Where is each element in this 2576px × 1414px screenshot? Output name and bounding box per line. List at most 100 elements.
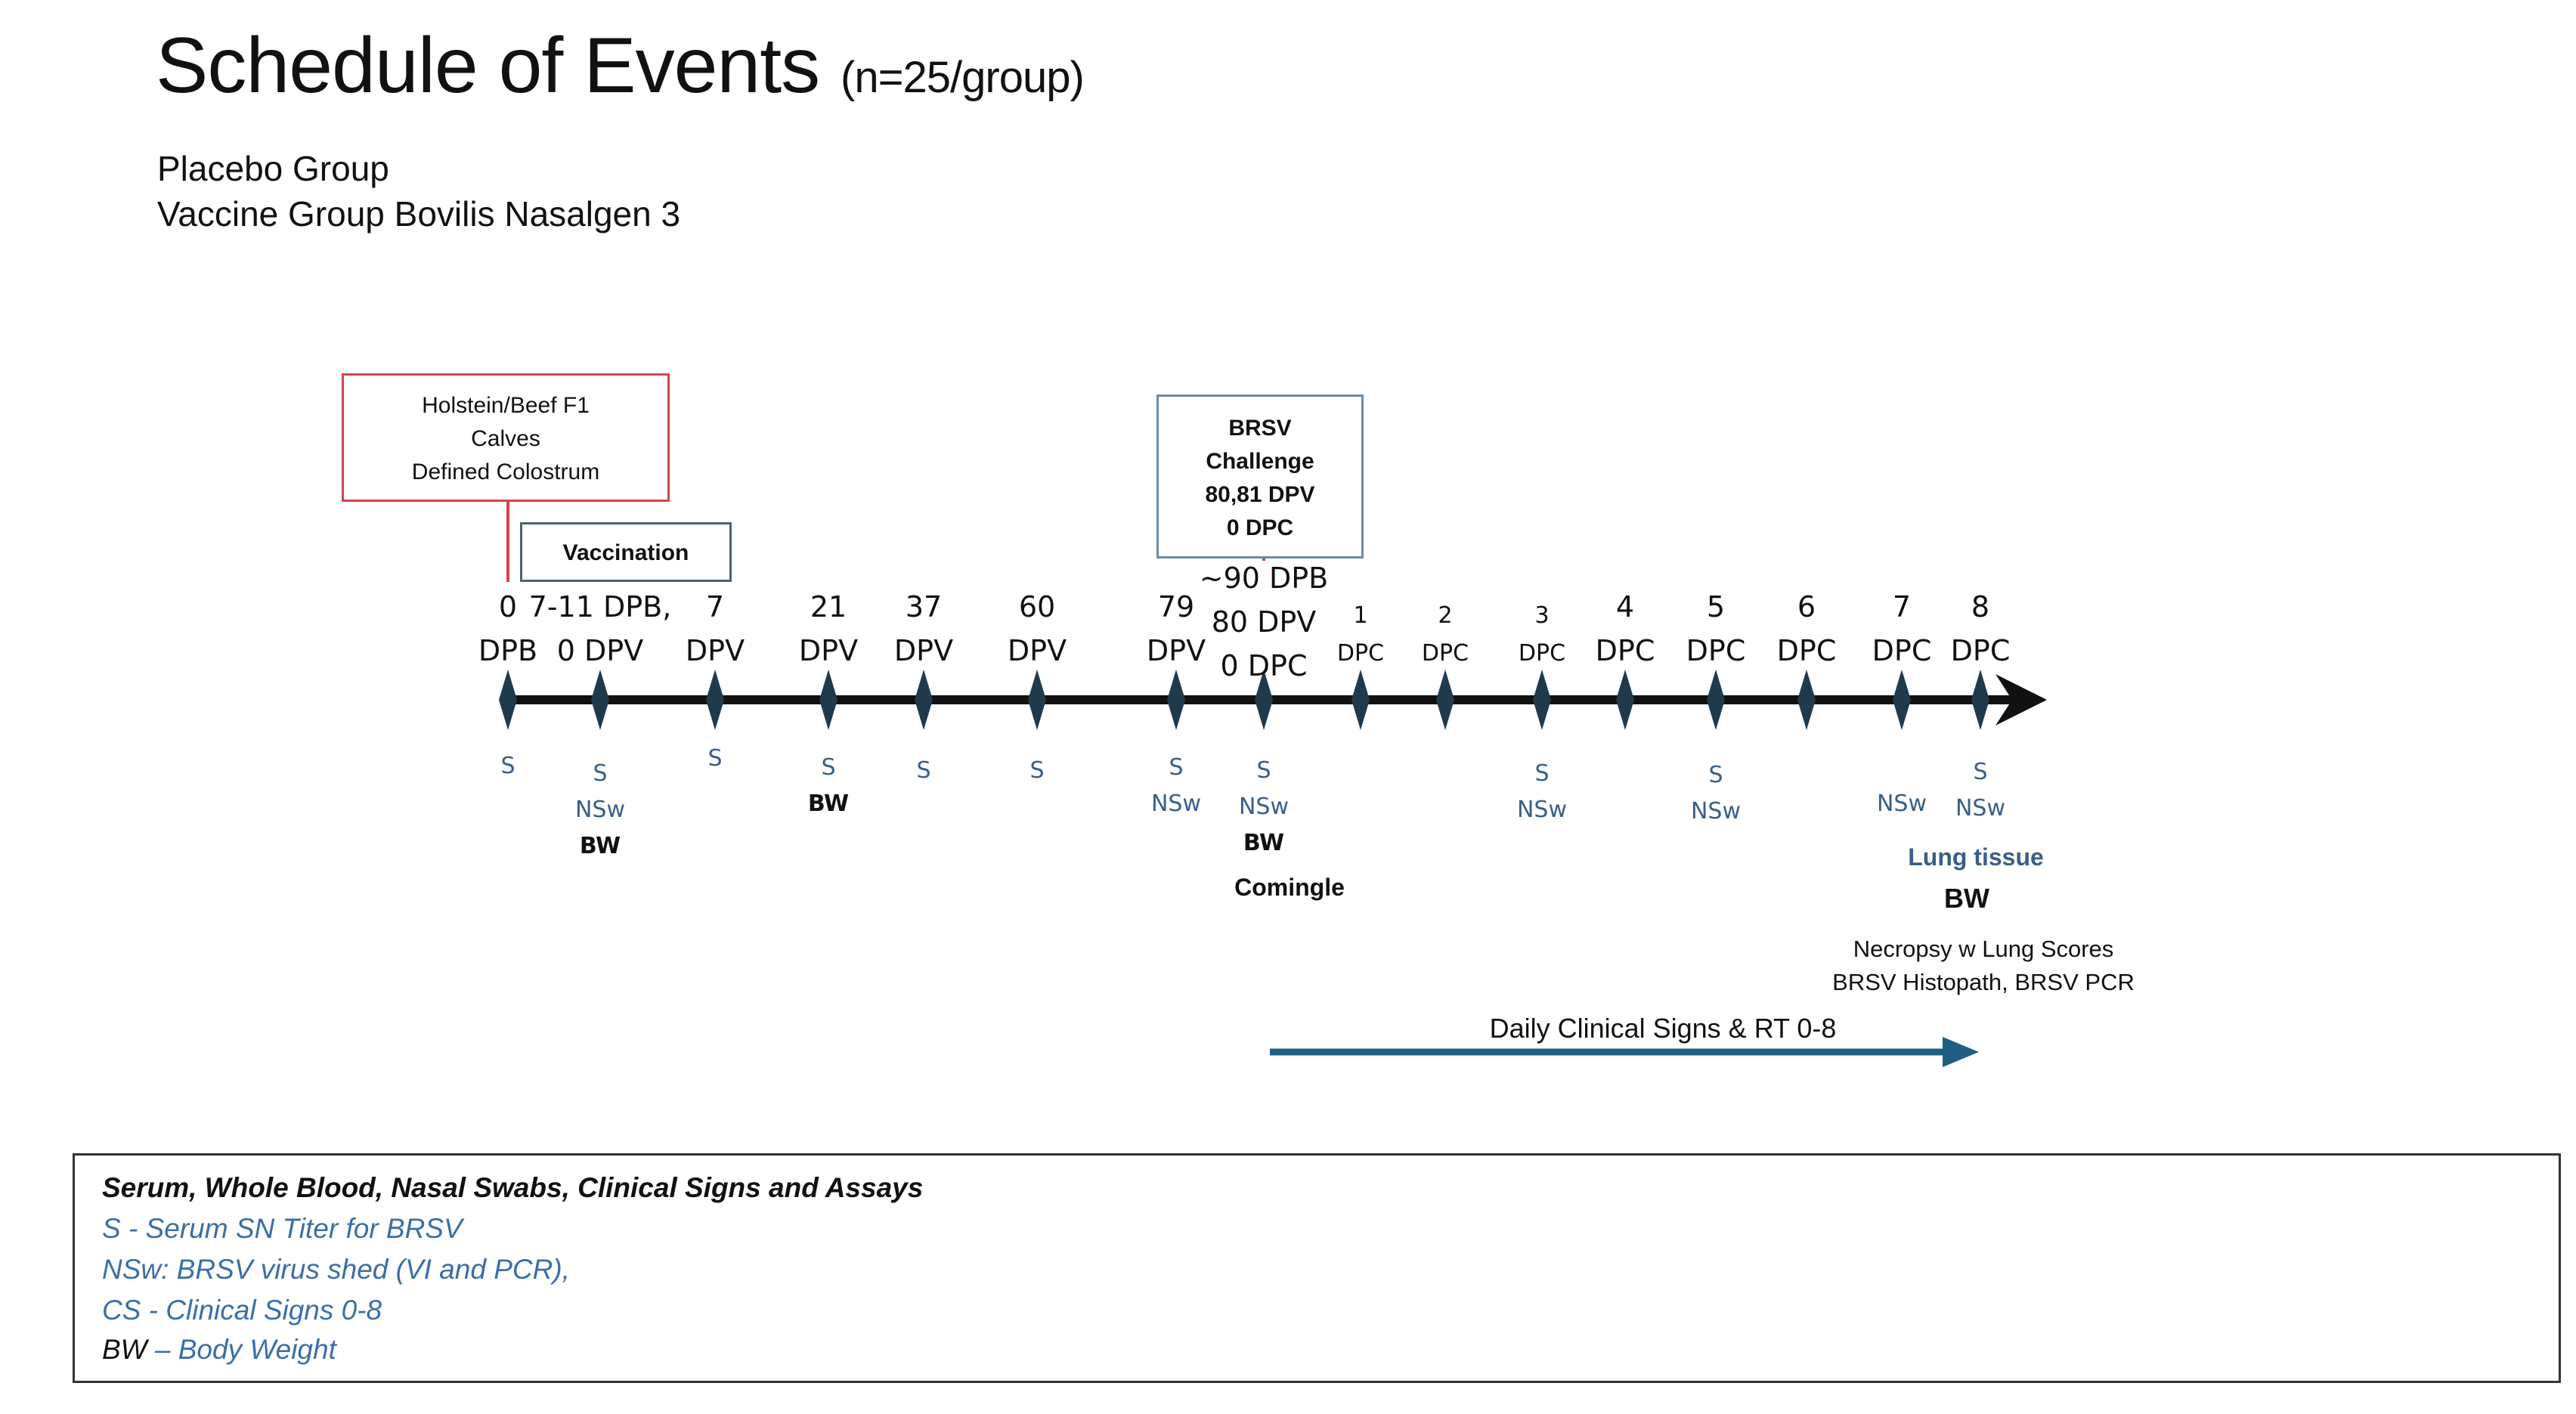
group-placebo: Placebo Group [157,149,389,188]
sample-body-weight: BW [807,791,850,817]
final-bw-label: BW [1944,883,1989,914]
timeline-label-line: DPV [685,634,745,667]
page-title: Schedule of Events (n=25/group) [156,21,1085,111]
challenge-line-4: 0 DPC [1226,515,1294,540]
sample-serum: S [1169,754,1184,781]
vaccination-box: Vaccination [520,522,732,582]
timeline-marker-t9 [1351,670,1370,730]
timeline-label-line: DPV [893,634,954,667]
timeline-label-line: 4 [1615,590,1635,623]
timeline-label-line: DPC [1518,640,1566,667]
timeline-marker-t8 [1255,670,1273,730]
timeline-marker-t4 [819,670,838,730]
sample-body-weight: BW [579,833,621,859]
timeline-label-line: DPV [1007,634,1067,667]
sample-serum: S [593,760,608,787]
holstein-line-2: Calves [471,426,540,451]
timeline-label-t7: 79 DPV [1147,585,1206,673]
timeline-label-t9: 1 DPC [1337,597,1384,673]
timeline-label-line: DPB [478,634,538,667]
legend-body-weight: BW – Body Weight [102,1334,336,1366]
challenge-line-1: BRSV [1228,416,1292,441]
daily-arrowhead [1943,1037,1979,1067]
timeline-label-line: DPV [798,634,859,667]
sample-serum: S [821,754,836,781]
legend-clinical-signs: CS - Clinical Signs 0-8 [102,1295,382,1326]
challenge-box: BRSV Challenge 80,81 DPV 0 DPC [1156,394,1364,558]
timeline-samples-t16: S NSw [1955,754,2005,827]
timeline-marker-t5 [915,670,933,730]
timeline-marker-t12 [1616,670,1634,730]
sample-serum: S [1029,757,1045,784]
timeline-samples-t15: NSw [1877,786,1927,822]
necropsy-line-1: Necropsy w Lung Scores [1853,936,2114,962]
timeline-marker-t14 [1797,670,1816,730]
timeline-marker-t11 [1533,670,1551,730]
lung-tissue-label: Lung tissue [1908,843,2044,871]
sample-nasal-swab: NSw [1516,797,1568,823]
timeline-marker-t16 [1971,670,1989,730]
timeline-marker-t6 [1028,670,1046,730]
sample-nasal-swab: NSw [574,797,626,823]
timeline-label-line: DPC [1686,634,1746,667]
title-main: Schedule of Events [156,22,820,110]
necropsy-line-2: BRSV Histopath, BRSV PCR [1832,969,2135,995]
timeline-label-t8: ~90 DPB 80 DPV 0 DPC [1200,556,1329,688]
timeline-samples-t4: S BW [808,750,849,822]
sample-serum: S [500,753,516,779]
timeline-marker-t7 [1167,670,1185,730]
timeline-samples-t8: S NSw BW [1239,753,1289,862]
timeline-label-t1: 0 DPB [478,585,537,673]
sample-nasal-swab: NSw [1876,791,1927,817]
timeline-label-t5: 37 DPV [894,585,953,673]
timeline-label-line: DPC [1336,640,1385,667]
timeline-label-line: DPC [1776,634,1837,667]
timeline-samples-t6: S [1029,753,1044,789]
challenge-line-2: Challenge [1206,449,1314,474]
timeline-label-t16: 8 DPC [1951,585,2011,673]
timeline-label-line: 3 [1534,602,1550,629]
timeline-label-line: 0 DPC [1220,649,1308,682]
timeline-label-line: 0 [498,590,518,623]
timeline-samples-t5: S [916,753,930,789]
timeline-marker-t1 [499,670,517,730]
timeline-label-t11: 3 DPC [1519,597,1565,673]
timeline-label-line: 2 [1438,602,1453,629]
timeline-marker-t13 [1707,670,1725,730]
timeline-label-t3: 7 DPV [686,585,745,673]
timeline-label-line: DPC [1595,634,1655,667]
timeline-samples-t1: S [500,748,515,784]
timeline-label-t4: 21 DPV [799,585,858,673]
timeline-marker-t3 [706,670,724,730]
timeline-label-line: 80 DPV [1211,605,1317,639]
timeline-samples-t13: S NSw [1691,757,1741,830]
timeline-label-line: DPC [1421,640,1469,667]
sample-body-weight: BW [1243,830,1285,856]
daily-signs-label: Daily Clinical Signs & RT 0-8 [1489,1013,1837,1044]
timeline-label-line: 6 [1797,590,1816,623]
timeline-label-line: DPC [1950,634,2011,667]
sample-serum: S [707,745,723,772]
timeline-label-t2: 7-11 DPB, 0 DPV [529,585,672,673]
timeline-label-line: 79 [1157,590,1195,623]
timeline-label-line: 7 [1892,590,1912,623]
timeline-samples-t3: S [707,741,722,777]
timeline-samples-t2: S NSw BW [575,756,625,865]
timeline-label-t15: 7 DPC [1872,585,1932,673]
timeline-label-line: 37 [905,590,943,623]
comingle-label: Comingle [1234,874,1345,901]
timeline-label-line: 60 [1018,590,1056,623]
timeline-label-line: 7-11 DPB, [528,590,672,623]
holstein-line-3: Defined Colostrum [411,459,600,484]
sample-serum: S [1973,759,1988,785]
timeline-label-t10: 2 DPC [1422,597,1469,673]
challenge-line-3: 80,81 DPV [1205,482,1315,507]
vaccination-label: Vaccination [562,540,689,565]
sample-nasal-swab: NSw [1238,794,1290,820]
timeline-label-line: ~90 DPB [1199,562,1329,595]
timeline-marker-t15 [1893,670,1911,730]
timeline-label-line: DPC [1872,634,1932,667]
timeline-label-t12: 4 DPC [1596,585,1655,673]
sample-serum: S [1534,760,1550,787]
